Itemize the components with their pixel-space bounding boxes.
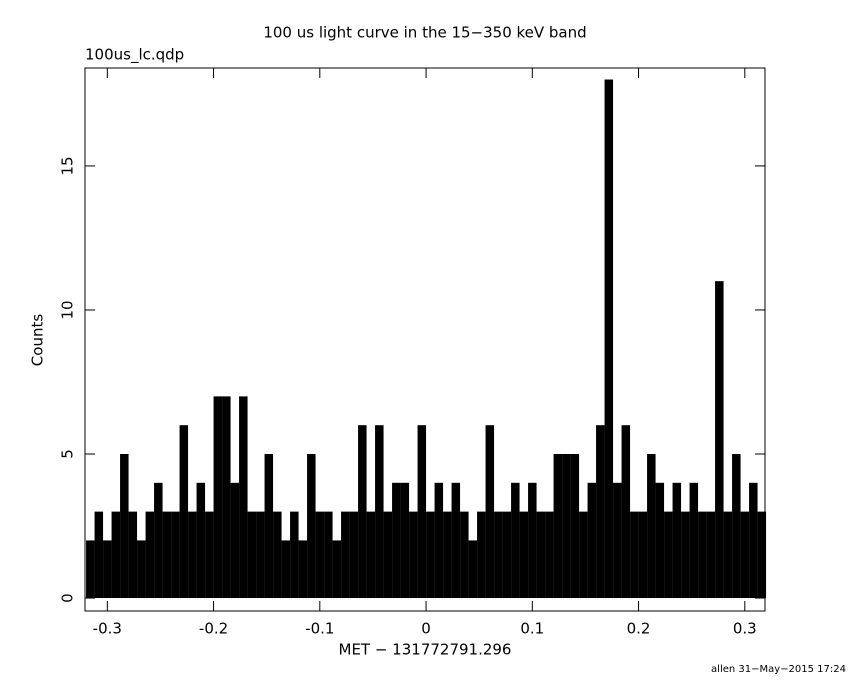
bar: [94, 511, 104, 599]
footer: allen 31−May−2015 17:24: [711, 664, 846, 675]
bar: [434, 482, 444, 599]
bar: [672, 482, 682, 599]
x-tick-label: 0: [421, 620, 431, 638]
bar: [290, 511, 299, 599]
x-tick-label: 0.3: [733, 620, 757, 638]
bar: [366, 511, 376, 599]
bar: [400, 482, 410, 599]
x-tick-label: 0.1: [520, 620, 544, 638]
bar: [647, 454, 656, 599]
bar: [230, 482, 240, 599]
bar: [349, 511, 359, 599]
bar: [655, 482, 665, 599]
bar: [137, 540, 146, 599]
bar: [485, 425, 495, 599]
bar: [604, 79, 614, 599]
bar: [511, 482, 520, 599]
bar: [392, 482, 401, 599]
bar: [579, 511, 588, 599]
bar: [528, 482, 537, 599]
bar: [689, 482, 699, 599]
bar: [502, 511, 512, 599]
bar: [332, 540, 342, 599]
bar: [698, 511, 707, 599]
bar: [383, 511, 393, 599]
bar: [681, 511, 690, 599]
bar: [451, 482, 461, 599]
bar: [222, 396, 231, 599]
bar: [732, 454, 741, 599]
bar: [715, 281, 724, 599]
bar: [196, 482, 206, 599]
chart-title: 100 us light curve in the 15−350 keV ban…: [263, 24, 586, 42]
bar: [621, 425, 631, 599]
bar: [298, 540, 308, 599]
bar: [154, 482, 163, 599]
bar: [120, 454, 129, 599]
bar: [375, 425, 384, 599]
bar: [494, 511, 503, 599]
plot-frame: [84, 67, 766, 612]
bar: [128, 511, 138, 599]
bar: [740, 511, 750, 599]
bar: [239, 396, 248, 599]
bar: [273, 511, 282, 599]
bar: [749, 482, 758, 599]
bar: [545, 511, 554, 599]
bar: [477, 511, 486, 599]
bar: [341, 511, 350, 599]
y-tick-label: 5: [59, 449, 77, 459]
y-tick-label: 0: [59, 593, 77, 603]
bar: [706, 511, 716, 599]
bar: [145, 511, 155, 599]
bar: [315, 511, 325, 599]
bar: [324, 511, 333, 599]
bar: [596, 425, 605, 599]
x-tick-label: 0.2: [627, 620, 651, 638]
bar: [171, 511, 180, 599]
bar: [587, 482, 597, 599]
bar: [162, 511, 172, 599]
bar: [468, 540, 478, 599]
bar: [562, 454, 571, 599]
bar: [103, 540, 112, 599]
y-tick-label: 15: [59, 156, 77, 175]
bar: [256, 511, 265, 599]
bar: [264, 454, 274, 599]
bar: [570, 454, 580, 599]
bar: [247, 511, 257, 599]
bar: [443, 511, 452, 599]
bar: [417, 425, 427, 599]
y-tick-label: 10: [59, 300, 77, 319]
bar: [638, 511, 648, 599]
bar: [723, 511, 733, 599]
bar: [205, 511, 214, 599]
bar: [519, 511, 529, 599]
bar: [358, 425, 367, 599]
chart-subtitle: 100us_lc.qdp: [85, 46, 184, 65]
bar: [536, 511, 546, 599]
bar: [426, 511, 435, 599]
bar: [409, 511, 418, 599]
bar: [188, 511, 197, 599]
x-tick-label: -0.3: [93, 620, 122, 638]
y-axis-label: Counts: [29, 314, 47, 367]
x-tick-label: -0.2: [199, 620, 228, 638]
bar: [460, 511, 469, 599]
bar: [613, 482, 622, 599]
bar: [553, 454, 563, 599]
bar: [281, 540, 291, 599]
bar: [630, 511, 639, 599]
bar: [213, 396, 223, 599]
bar: [86, 540, 95, 599]
bar: [307, 454, 316, 599]
x-tick-label: -0.1: [305, 620, 334, 638]
bar: [179, 425, 189, 599]
x-axis-label: MET − 131772791.296: [339, 641, 512, 659]
bar: [757, 511, 767, 599]
bar: [664, 511, 673, 599]
bar: [111, 511, 121, 599]
